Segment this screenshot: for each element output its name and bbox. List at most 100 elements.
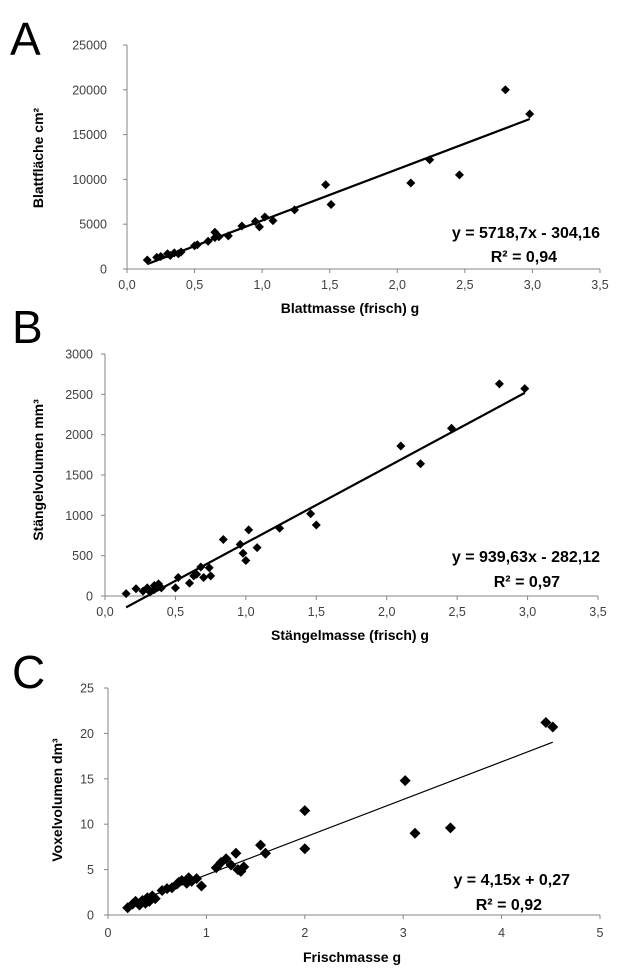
data-point [192, 569, 202, 579]
data-point [299, 843, 311, 855]
data-point [131, 584, 141, 594]
y-tick-label: 25000 [72, 39, 107, 53]
x-axis-title: Frischmasse g [303, 949, 401, 965]
data-point [149, 893, 161, 905]
y-tick-label: 15 [80, 772, 94, 786]
chart-panel-c: C 0 5 10 15 20 25 0 1 2 3 4 5 Frischmasse g Voxelv… [12, 646, 604, 965]
data-point [176, 247, 186, 257]
data-points [121, 379, 530, 599]
data-point [191, 873, 203, 885]
data-point [170, 583, 180, 593]
data-point [230, 847, 242, 859]
data-point [206, 571, 216, 581]
data-point [500, 85, 510, 95]
x-tick-label: 3,0 [519, 605, 536, 619]
y-tick-label: 10000 [72, 173, 107, 187]
y-tick-label: 1500 [65, 469, 93, 483]
y-tick-label: 5 [87, 863, 94, 877]
trendline-segment [125, 391, 526, 609]
data-point [306, 509, 316, 519]
data-point [406, 178, 416, 188]
y-tick-label: 25 [80, 682, 94, 696]
data-point [321, 180, 331, 190]
x-tick-label: 2 [301, 926, 308, 940]
data-point [142, 255, 152, 265]
data-point [223, 231, 233, 241]
data-point [203, 236, 213, 246]
data-point [268, 216, 278, 226]
x-axis-title: Stängelmasse (frisch) g [271, 627, 429, 643]
x-tick-label: 3 [400, 926, 407, 940]
y-tick-labels: 0 500 1000 1500 2000 2500 3000 [65, 348, 105, 604]
trendline-equation: y = 5718,7x - 304,16 [452, 225, 600, 242]
data-point [447, 423, 457, 433]
x-tick-label: 2,0 [389, 278, 406, 292]
trendline-segment [146, 118, 531, 266]
trendline-equation: y = 4,15x + 0,27 [453, 872, 570, 889]
x-tick-label: 0,5 [186, 278, 203, 292]
data-points [122, 717, 559, 914]
data-point [255, 839, 267, 851]
data-point [244, 525, 254, 535]
data-point [220, 853, 232, 865]
y-tick-label: 0 [86, 590, 93, 604]
data-point [238, 861, 250, 873]
y-axis-title: Stängelvolumen mm³ [30, 399, 46, 541]
panel-letter-a: A [10, 13, 41, 65]
x-tick-label: 3,5 [589, 605, 606, 619]
data-point [237, 221, 247, 231]
x-tick-label: 1,5 [308, 605, 325, 619]
r-squared-label: R² = 0,92 [476, 897, 542, 914]
data-point [173, 572, 183, 582]
trendline [125, 391, 526, 609]
x-tick-label: 1,5 [321, 278, 338, 292]
x-tick-label: 0,0 [96, 605, 113, 619]
data-point [199, 572, 209, 582]
y-tick-label: 20 [80, 727, 94, 741]
x-tick-label: 2,5 [448, 605, 465, 619]
data-point [169, 248, 179, 258]
data-points [142, 85, 535, 265]
data-point [235, 539, 245, 549]
y-axis-title: Blattfläche cm² [30, 107, 46, 208]
x-tick-label: 2,5 [456, 278, 473, 292]
x-tick-label: 4 [498, 926, 505, 940]
x-tick-label: 0,0 [118, 278, 135, 292]
data-point [259, 847, 271, 859]
data-point [250, 217, 260, 227]
y-tick-label: 2000 [65, 428, 93, 442]
data-point [214, 232, 224, 242]
data-point [192, 240, 202, 250]
data-point [547, 721, 559, 733]
data-point [425, 155, 435, 165]
data-point [196, 562, 206, 572]
chart-panel-b: B 0 500 1000 1500 2000 2500 3000 0,0 0,5 1,0 1,5 2… [12, 301, 607, 643]
data-point [156, 251, 166, 261]
y-tick-label: 5000 [79, 218, 107, 232]
chart-panel-a: A 0 5000 10000 15000 20000 25000 0,0 0,5 1,0 1,5… [10, 13, 609, 316]
y-tick-label: 3000 [65, 348, 93, 362]
data-point [260, 212, 270, 222]
data-point [311, 520, 321, 530]
data-point [121, 589, 131, 599]
data-point [156, 583, 166, 593]
x-tick-label: 3,0 [524, 278, 541, 292]
data-point [254, 222, 264, 232]
x-tick-label: 1,0 [237, 605, 254, 619]
data-point [520, 384, 530, 394]
data-point [238, 548, 248, 558]
data-point [326, 199, 336, 209]
y-tick-labels: 0 5 10 15 20 25 [80, 682, 108, 923]
y-tick-label: 15000 [72, 128, 107, 142]
data-point [218, 535, 228, 545]
y-tick-label: 0 [87, 909, 94, 923]
x-tick-label: 0,5 [167, 605, 184, 619]
trendline-equation: y = 939,63x - 282,12 [452, 549, 600, 566]
y-tick-label: 0 [100, 263, 107, 277]
data-point [396, 441, 406, 451]
y-tick-label: 20000 [72, 83, 107, 97]
data-point [399, 775, 411, 787]
x-tick-labels: 0,0 0,5 1,0 1,5 2,0 2,5 3,0 3,5 [96, 596, 607, 619]
x-tick-labels: 0,0 0,5 1,0 1,5 2,0 2,5 3,0 3,5 [118, 269, 609, 292]
